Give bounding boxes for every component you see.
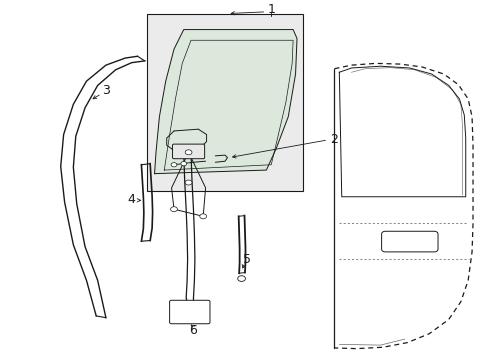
Text: 3: 3 [102,84,110,96]
Circle shape [171,163,177,167]
Text: 6: 6 [189,324,197,337]
Text: 4: 4 [127,193,135,206]
Circle shape [237,276,245,282]
Bar [147,14,302,192]
Circle shape [185,150,192,155]
Polygon shape [154,30,296,174]
Text: 2: 2 [330,133,338,147]
FancyBboxPatch shape [381,231,437,252]
Text: 1: 1 [267,3,275,16]
Circle shape [200,214,206,219]
Text: 5: 5 [243,252,250,266]
Circle shape [181,162,186,166]
Circle shape [170,207,177,212]
Circle shape [185,180,192,185]
FancyBboxPatch shape [172,144,204,159]
FancyBboxPatch shape [169,300,209,324]
